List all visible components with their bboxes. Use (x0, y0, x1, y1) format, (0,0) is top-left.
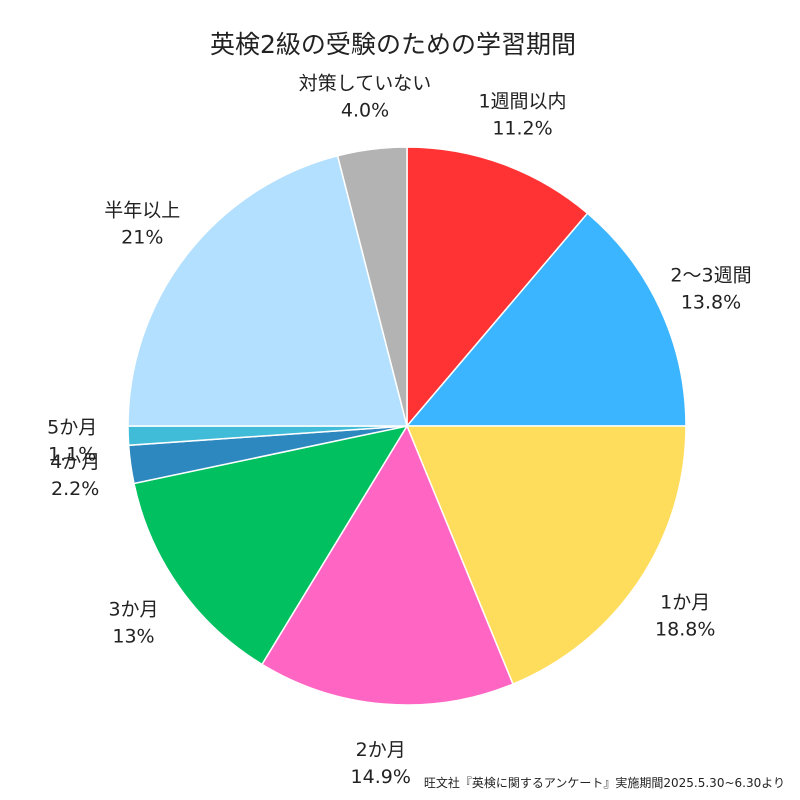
pie-labels: 1週間以内 11.2% 2〜3週間 13.8% 1か月 18.8% 2か月 14.9% 3か月 1… (47, 73, 751, 788)
slice-label-6: 4か月 (50, 451, 100, 473)
slice-label-7: 5か月 (47, 417, 97, 439)
slice-value-label-8: 21% (121, 227, 163, 249)
chart-title: 英検2級の受験のための学習期間 (210, 30, 576, 59)
pie-slice-9 (336, 146, 408, 427)
slice-label-8: 半年以上 (104, 200, 180, 222)
pie-slice-8 (127, 154, 408, 427)
slice-label-3: 1か月 (660, 592, 710, 614)
slice-value-label-5: 13% (112, 626, 154, 648)
slice-value-label-9: 4.0% (341, 100, 389, 122)
slice-value-label-3: 18.8% (655, 619, 715, 641)
pie-slice-3 (405, 425, 687, 686)
slice-value-label-2: 13.8% (681, 291, 741, 313)
pie-slice-4 (260, 424, 514, 706)
slice-label-1: 1週間以内 (478, 91, 566, 113)
slice-value-label-4: 14.9% (351, 766, 411, 788)
slice-label-2: 2〜3週間 (670, 264, 751, 286)
pie-slice-5 (133, 424, 409, 666)
slice-label-5: 3か月 (108, 599, 158, 621)
slice-label-9: 対策していない (299, 73, 431, 95)
slice-label-4: 2か月 (356, 739, 406, 761)
source-note: 旺文社『英検に関するアンケート』実施期間2025.5.30~6.30より (424, 775, 785, 790)
pie-slices (127, 146, 687, 706)
slice-value-label-7: 1.1% (48, 444, 96, 466)
pie-slice-2 (405, 212, 687, 427)
slice-value-label-1: 11.2% (492, 118, 552, 140)
slice-value-label-6: 2.2% (51, 478, 99, 500)
pie-slice-1 (406, 146, 589, 429)
